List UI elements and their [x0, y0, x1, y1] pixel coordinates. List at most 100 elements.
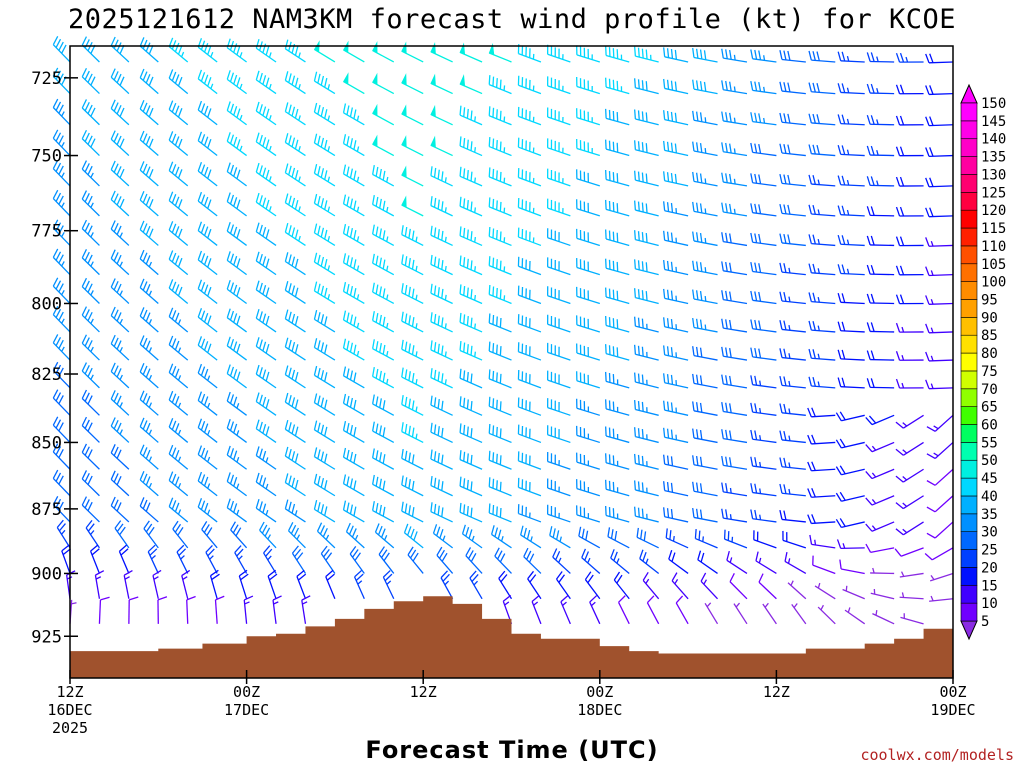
- wind-barb: [663, 507, 689, 523]
- wind-barb: [401, 448, 424, 470]
- wind-barb: [837, 114, 865, 126]
- wind-barb: [870, 567, 895, 575]
- wind-barb: [226, 70, 247, 95]
- wind-barb: [374, 523, 395, 549]
- wind-barb: [546, 314, 571, 333]
- wind-barb: [926, 495, 954, 513]
- colorbar-label: 50: [981, 453, 998, 469]
- wind-barb: [313, 473, 336, 497]
- wind-barb: [895, 115, 924, 126]
- wind-barb: [372, 311, 395, 333]
- wind-barb: [613, 571, 630, 600]
- wind-barb: [779, 320, 806, 333]
- wind-barb: [325, 569, 336, 600]
- wind-barb: [488, 106, 512, 126]
- wind-barb: [168, 471, 189, 497]
- wind-barb: [663, 427, 689, 444]
- wind-barb: [721, 482, 748, 497]
- colorbar-label: 135: [981, 150, 1006, 166]
- wind-barb: [633, 259, 659, 276]
- wind-barb: [197, 308, 218, 333]
- wind-barb: [925, 177, 954, 188]
- wind-barb: [168, 279, 189, 304]
- wind-barb: [779, 457, 806, 470]
- wind-barb: [313, 393, 336, 416]
- wind-barb: [459, 450, 483, 470]
- wind-barb: [663, 288, 689, 305]
- wind-barb: [729, 572, 748, 600]
- colorbar-swatch: [960, 174, 978, 193]
- wind-barb: [372, 448, 395, 470]
- wind-barb: [604, 108, 630, 126]
- wind-barb: [546, 425, 571, 444]
- wind-barb: [345, 522, 365, 549]
- wind-barb: [633, 453, 659, 470]
- wind-barb: [197, 191, 218, 217]
- wind-barb: [488, 369, 512, 389]
- wind-barb: [779, 203, 806, 217]
- wind-barb: [255, 251, 277, 276]
- wind-barb: [139, 417, 159, 443]
- wind-barb: [779, 173, 806, 187]
- wind-barb: [576, 371, 600, 389]
- wind-barb: [342, 224, 365, 247]
- wind-barbs: [52, 35, 954, 625]
- wind-barb: [865, 521, 895, 532]
- colorbar-label: 30: [981, 525, 998, 541]
- wind-barb: [895, 495, 924, 510]
- wind-barb: [372, 474, 395, 497]
- wind-barb: [267, 569, 278, 599]
- wind-barb: [81, 496, 100, 523]
- wind-barb: [604, 453, 630, 470]
- wind-barb: [197, 363, 218, 389]
- wind-barb: [490, 525, 512, 549]
- wind-barb: [488, 503, 512, 523]
- wind-barb: [633, 427, 659, 444]
- wind-barb: [836, 539, 865, 549]
- wind-barb: [762, 602, 777, 625]
- wind-barb: [835, 465, 865, 476]
- wind-barb: [865, 543, 895, 553]
- wind-barb: [52, 189, 71, 217]
- wind-barb: [866, 176, 895, 187]
- terrain-fill: [70, 596, 953, 678]
- wind-barb: [186, 595, 196, 624]
- wind-barb: [291, 545, 307, 574]
- y-tick-label: 750: [31, 147, 62, 167]
- wind-barb: [81, 334, 100, 361]
- wind-barb: [870, 588, 895, 600]
- wind-barb: [925, 295, 954, 305]
- wind-barb: [372, 339, 395, 361]
- colorbar-label: 130: [981, 167, 1006, 183]
- colorbar-swatch: [960, 227, 978, 247]
- wind-barb: [807, 434, 836, 445]
- wind-barb: [226, 162, 247, 187]
- wind-barb: [284, 473, 306, 497]
- wind-barb: [114, 520, 130, 549]
- credit-link[interactable]: coolwx.com/models: [860, 746, 1014, 764]
- wind-barb: [197, 131, 218, 157]
- wind-barb: [926, 468, 954, 486]
- wind-barb: [430, 225, 453, 247]
- y-tick-label: 850: [31, 433, 62, 453]
- wind-barb: [197, 221, 218, 246]
- wind-barb: [52, 469, 71, 497]
- wind-barb: [226, 336, 247, 361]
- colorbar-swatch: [960, 388, 978, 407]
- wind-barb: [604, 169, 630, 187]
- wind-barb: [837, 321, 865, 333]
- wind-barb: [866, 52, 895, 63]
- wind-barb: [517, 477, 542, 497]
- wind-barb: [147, 544, 159, 574]
- wind-barb: [733, 602, 748, 625]
- wind-barb: [576, 286, 600, 305]
- wind-barb: [110, 160, 130, 187]
- colorbar-swatch: [960, 549, 978, 568]
- wind-barb: [372, 501, 395, 523]
- wind-barb: [81, 277, 100, 304]
- wind-barb: [837, 349, 865, 361]
- colorbar-swatch: [960, 263, 978, 282]
- wind-barb: [926, 441, 954, 460]
- wind-barb: [342, 338, 365, 361]
